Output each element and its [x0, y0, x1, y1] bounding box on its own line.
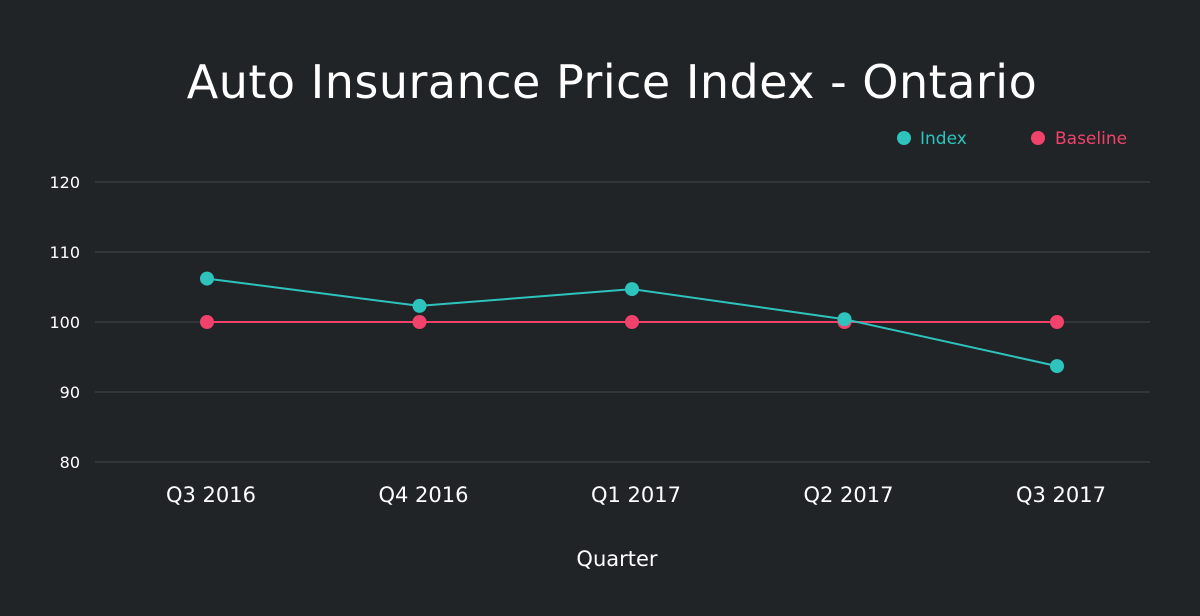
- legend: Index Baseline: [897, 129, 1127, 149]
- data-point: [200, 271, 214, 286]
- y-tick-label: 100: [49, 313, 80, 332]
- data-point: [625, 282, 639, 297]
- legend-label: Baseline: [1055, 129, 1127, 149]
- legend-item-baseline: Baseline: [1031, 129, 1127, 149]
- data-point: [625, 315, 639, 329]
- data-point: [412, 315, 427, 329]
- y-tick-label: 90: [60, 383, 80, 402]
- data-point: [200, 315, 214, 329]
- legend-item-index: Index: [897, 129, 967, 149]
- x-tick-label: Q3 2016: [166, 483, 256, 507]
- legend-marker: [897, 131, 911, 145]
- x-tick-label: Q3 2017: [1016, 483, 1106, 507]
- data-point: [837, 312, 852, 327]
- x-tick-label: Q4 2016: [378, 483, 468, 507]
- data-point: [1050, 359, 1064, 374]
- y-tick-label: 120: [49, 173, 80, 192]
- y-tick-label: 80: [60, 453, 80, 472]
- legend-marker: [1031, 131, 1045, 145]
- x-axis-label: Quarter: [576, 547, 657, 571]
- legend-label: Index: [920, 129, 967, 149]
- y-axis-ticks: 80 90 100 110 120: [49, 173, 80, 472]
- data-point: [1050, 315, 1064, 329]
- x-axis-ticks: Q3 2016 Q4 2016 Q1 2017 Q2 2017 Q3 2017: [166, 483, 1106, 507]
- x-tick-label: Q2 2017: [803, 483, 893, 507]
- chart-title: Auto Insurance Price Index - Ontario: [187, 55, 1037, 109]
- data-point: [412, 298, 427, 313]
- y-tick-label: 110: [49, 243, 80, 262]
- series-layer: [200, 271, 1064, 374]
- x-tick-label: Q1 2017: [591, 483, 681, 507]
- series-index: [200, 271, 1064, 374]
- series-baseline: [200, 315, 1064, 329]
